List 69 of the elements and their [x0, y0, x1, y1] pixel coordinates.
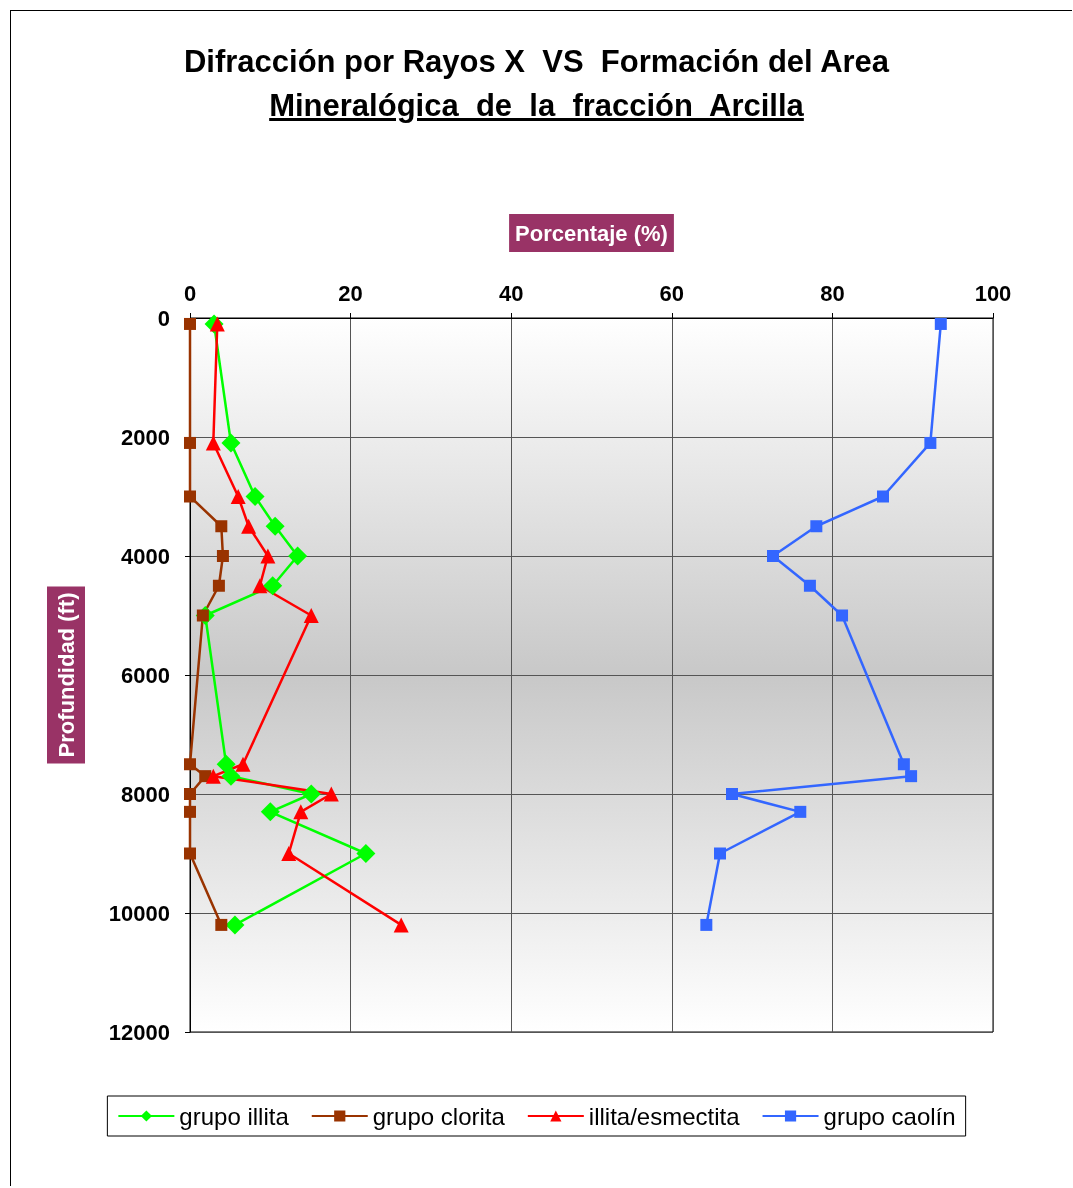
x-tick-label: 20	[338, 280, 363, 306]
point	[212, 579, 225, 592]
point	[184, 805, 196, 818]
legend-label: grupo illita	[179, 1102, 290, 1130]
y-axis-title: Profundidad (ft)	[53, 592, 79, 758]
point	[766, 550, 779, 562]
point	[934, 317, 947, 330]
point	[323, 786, 339, 802]
point	[225, 915, 245, 935]
point	[356, 844, 376, 863]
point	[184, 436, 196, 449]
point	[393, 917, 409, 933]
x-tick-label: 100	[974, 280, 1012, 306]
y-tick-label: 0	[157, 305, 170, 331]
point	[184, 847, 196, 860]
point	[184, 758, 196, 771]
point	[215, 918, 228, 931]
y-tick-label: 6000	[121, 662, 170, 688]
point	[205, 435, 221, 451]
y-tick-label: 4000	[121, 543, 170, 569]
point	[205, 768, 221, 784]
point	[252, 578, 268, 594]
y-tick-label: 2000	[121, 424, 170, 450]
point	[836, 609, 849, 622]
point	[301, 784, 321, 804]
y-tick-label: 12000	[108, 1019, 170, 1045]
point	[221, 766, 241, 786]
point	[810, 520, 823, 533]
point	[924, 436, 937, 449]
point	[794, 805, 807, 818]
legend-label: grupo clorita	[372, 1102, 506, 1130]
x-tick-label: 60	[659, 280, 685, 306]
point	[216, 550, 229, 562]
point	[241, 518, 257, 534]
chart-title: Difracción por Rayos X VS Formación del Area	[182, 44, 891, 80]
point	[184, 490, 196, 503]
point	[221, 433, 241, 453]
point	[303, 608, 319, 623]
point	[209, 316, 225, 332]
point	[713, 847, 726, 860]
point	[216, 754, 236, 774]
point	[184, 317, 196, 330]
legend-label: illita/esmectita	[588, 1102, 741, 1130]
point	[263, 576, 283, 596]
point	[184, 788, 196, 800]
x-tick-label: 0	[183, 280, 197, 306]
point	[265, 516, 285, 536]
point	[260, 548, 276, 564]
point	[803, 579, 816, 592]
point	[897, 758, 910, 771]
point	[700, 918, 713, 931]
point	[230, 489, 246, 504]
point	[293, 804, 309, 820]
point	[288, 546, 308, 566]
point	[281, 846, 297, 861]
y-tick-label: 10000	[108, 900, 170, 926]
y-tick-label: 8000	[121, 781, 170, 807]
point	[260, 802, 280, 822]
point	[726, 788, 739, 800]
x-axis-title: Porcentaje (%)	[515, 220, 668, 246]
point	[876, 490, 889, 503]
point	[905, 770, 918, 783]
chart-subtitle: Mineralógica de la fracción Arcilla	[268, 88, 805, 124]
legend-label: grupo caolín	[823, 1102, 956, 1130]
x-tick-label: 80	[820, 280, 845, 306]
x-tick-label: 40	[498, 280, 524, 306]
point	[215, 520, 228, 533]
point	[235, 756, 251, 772]
point	[245, 487, 265, 506]
